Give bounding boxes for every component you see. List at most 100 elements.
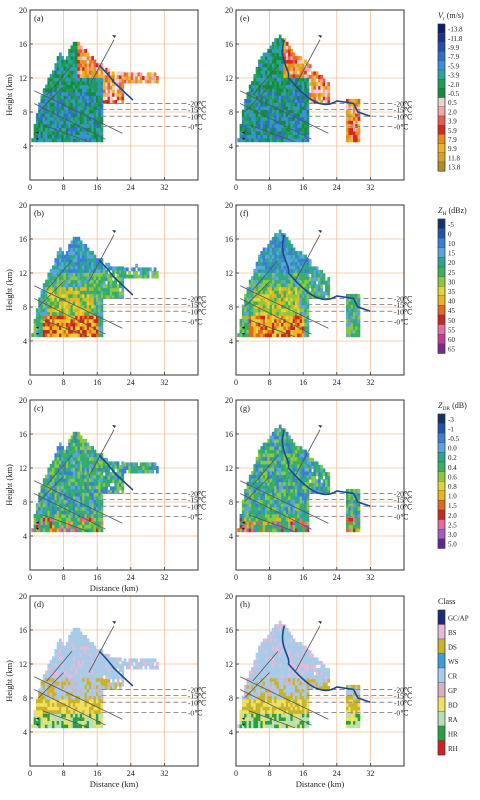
echo-cell	[54, 297, 58, 302]
echo-cell	[86, 524, 90, 529]
echo-cell	[49, 326, 53, 330]
echo-cell	[47, 113, 51, 118]
echo-cell	[251, 485, 254, 490]
echo-cell	[283, 73, 287, 78]
echo-cell	[42, 492, 46, 497]
echo-cell	[262, 524, 266, 529]
echo-cell	[91, 109, 94, 114]
echo-cell	[63, 109, 67, 114]
echo-cell	[100, 106, 104, 111]
echo-cell	[290, 73, 294, 78]
echo-cell	[56, 471, 60, 476]
echo-cell	[258, 268, 261, 273]
echo-cell	[142, 271, 145, 275]
echo-cell	[248, 88, 252, 93]
echo-cell	[35, 318, 39, 323]
echo-cell	[82, 109, 85, 114]
echo-cell	[100, 311, 104, 316]
echo-cell	[77, 521, 81, 525]
echo-cell	[93, 481, 97, 486]
echo-cell	[248, 488, 252, 493]
echo-cell	[318, 472, 321, 477]
echo-cell	[156, 79, 159, 84]
echo-cell	[68, 283, 71, 288]
echo-cell	[123, 274, 127, 279]
echo-cell	[285, 304, 289, 309]
echo-cell	[306, 301, 310, 306]
echo-cell	[72, 98, 76, 103]
x-tick-label: 16	[299, 183, 307, 192]
echo-cell	[84, 496, 88, 501]
echo-cell	[93, 95, 97, 100]
echo-cell	[241, 322, 245, 327]
x-tick-label: 24	[127, 573, 135, 582]
echo-cell	[40, 127, 44, 132]
echo-cell	[283, 236, 287, 241]
echo-cell	[63, 513, 67, 518]
echo-cell	[353, 333, 356, 338]
echo-cell	[82, 95, 85, 100]
echo-cell	[292, 113, 296, 118]
echo-cell	[253, 322, 257, 327]
echo-cell	[132, 79, 136, 84]
echo-cell	[260, 333, 264, 338]
echo-cell	[93, 326, 97, 330]
echo-cell	[258, 517, 261, 522]
echo-cell	[260, 496, 264, 501]
echo-cell	[327, 96, 331, 101]
echo-cell	[278, 283, 282, 288]
echo-cell	[251, 492, 254, 497]
echo-cell	[98, 322, 101, 327]
echo-cell	[265, 268, 268, 273]
echo-cell	[244, 301, 247, 306]
echo-cell	[52, 134, 55, 139]
echo-cell	[52, 333, 55, 338]
echo-cell	[86, 106, 90, 111]
echo-cell	[269, 251, 273, 256]
echo-cell	[306, 73, 310, 78]
echo-cell	[79, 517, 83, 522]
echo-cell	[285, 442, 289, 447]
echo-cell	[82, 449, 85, 454]
echo-cell	[283, 446, 287, 451]
echo-cell	[274, 48, 277, 53]
echo-cell	[75, 333, 78, 338]
echo-cell	[82, 329, 85, 334]
echo-cell	[299, 496, 303, 501]
echo-cell	[304, 492, 307, 497]
echo-cell	[63, 265, 67, 270]
echo-cell	[278, 326, 282, 330]
echo-cell	[70, 247, 74, 252]
echo-cell	[75, 521, 78, 525]
echo-cell	[54, 510, 58, 515]
echo-cell	[299, 59, 303, 64]
echo-cell	[292, 116, 296, 121]
echo-cell	[84, 123, 88, 128]
echo-cell	[283, 81, 287, 86]
echo-cell	[265, 106, 268, 111]
echo-cell	[65, 106, 69, 111]
echo-cell	[65, 102, 69, 107]
echo-cell	[288, 485, 291, 490]
echo-cell	[91, 471, 94, 476]
echo-cell	[255, 301, 259, 306]
echo-cell	[100, 467, 104, 472]
echo-cell	[301, 276, 305, 281]
echo-cell	[304, 113, 307, 118]
echo-cell	[269, 106, 273, 111]
echo-cell	[112, 287, 115, 292]
echo-cell	[304, 506, 307, 511]
echo-cell	[121, 472, 125, 477]
echo-cell	[241, 513, 245, 518]
echo-cell	[276, 116, 280, 121]
echo-cell	[304, 91, 307, 96]
echo-cell	[253, 88, 257, 93]
echo-cell	[283, 329, 287, 334]
echo-cell	[45, 517, 48, 522]
echo-cell	[258, 513, 261, 518]
echo-cell	[237, 138, 240, 143]
echo-cell	[68, 113, 71, 118]
echo-cell	[278, 485, 282, 490]
echo-cell	[292, 247, 296, 252]
echo-cell	[79, 120, 83, 125]
